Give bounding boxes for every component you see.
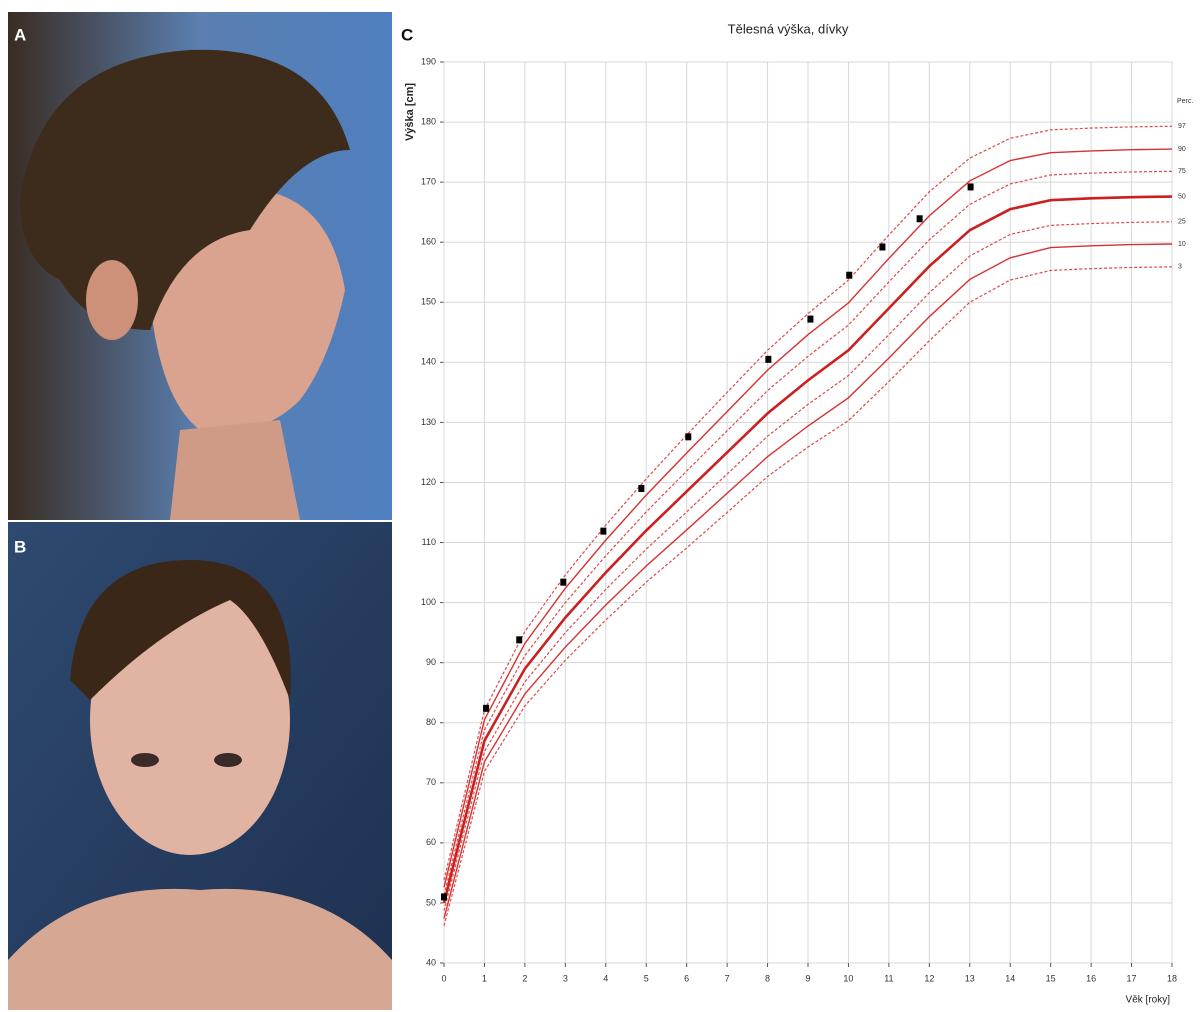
x-tick-label: 18	[1167, 973, 1177, 983]
x-axis-label: Věk [roky]	[1126, 995, 1171, 1006]
measurement-point	[879, 243, 886, 251]
percentile-line	[443, 243, 1173, 919]
y-tick-label: 160	[421, 237, 436, 247]
x-tick-label: 12	[924, 973, 934, 983]
y-tick-label: 150	[421, 297, 436, 307]
chart-title: Tělesná výška, dívky	[728, 21, 849, 36]
x-tick-label: 17	[1127, 973, 1137, 983]
x-tick-label: 10	[843, 973, 853, 983]
photo-b	[8, 522, 392, 1010]
x-tick-label: 2	[522, 973, 527, 983]
legend-title: Perc.	[1177, 98, 1193, 105]
measurement-point	[967, 183, 974, 191]
panel-label: C	[401, 25, 413, 44]
x-tick-label: 16	[1086, 973, 1096, 983]
legend-label: 10	[1178, 241, 1186, 248]
y-axis-label: Výška [cm]	[404, 83, 416, 141]
y-tick-label: 130	[421, 417, 436, 427]
x-tick-label: 8	[765, 973, 770, 983]
x-tick-label: 11	[884, 973, 893, 983]
percentile-line	[443, 266, 1173, 926]
measurement-point	[600, 527, 607, 535]
legend-label: 50	[1178, 193, 1186, 200]
measurement-point	[483, 704, 490, 712]
legend-label: 97	[1178, 123, 1186, 130]
legend-label: 75	[1178, 168, 1186, 175]
x-tick-label: 6	[684, 973, 689, 983]
x-tick-label: 4	[603, 973, 608, 983]
y-tick-label: 80	[426, 717, 436, 727]
measurement-point	[685, 433, 692, 441]
x-tick-label: 3	[563, 973, 568, 983]
x-tick-label: 13	[965, 973, 975, 983]
measurement-point	[765, 355, 772, 363]
legend-label: 25	[1178, 219, 1186, 226]
percentile-line	[443, 170, 1173, 896]
measurement-point	[638, 484, 645, 492]
measurement-point	[807, 315, 814, 323]
x-tick-label: 1	[482, 973, 487, 983]
panel-label: B	[14, 537, 26, 556]
y-tick-label: 100	[421, 597, 436, 607]
x-tick-label: 9	[805, 973, 810, 983]
percentile-line	[442, 195, 1173, 904]
measurement-point	[441, 893, 447, 901]
x-tick-label: 0	[441, 973, 446, 983]
x-tick-label: 15	[1046, 973, 1056, 983]
photo-a	[8, 12, 392, 520]
y-tick-label: 190	[421, 56, 436, 66]
y-tick-label: 180	[421, 116, 436, 126]
y-tick-label: 70	[426, 777, 436, 787]
percentile-line	[443, 148, 1173, 888]
y-tick-label: 60	[426, 837, 436, 847]
x-tick-label: 5	[644, 973, 649, 983]
percentile-line	[443, 125, 1173, 881]
legend-label: 90	[1178, 146, 1186, 153]
y-tick-label: 50	[426, 897, 436, 907]
legend-label: 3	[1178, 264, 1182, 271]
y-tick-label: 90	[426, 657, 436, 667]
x-tick-label: 14	[1005, 973, 1015, 983]
percentile-line	[443, 221, 1173, 911]
y-tick-label: 110	[422, 537, 436, 547]
panel-label: A	[14, 25, 26, 44]
y-tick-label: 120	[421, 477, 436, 487]
y-tick-label: 170	[421, 177, 436, 187]
measurement-point	[516, 636, 523, 644]
y-tick-label: 140	[421, 357, 436, 367]
measurement-point	[560, 578, 567, 586]
measurement-point	[846, 271, 853, 279]
x-tick-label: 7	[725, 973, 730, 983]
y-tick-label: 40	[426, 957, 436, 967]
measurement-point	[916, 215, 923, 223]
